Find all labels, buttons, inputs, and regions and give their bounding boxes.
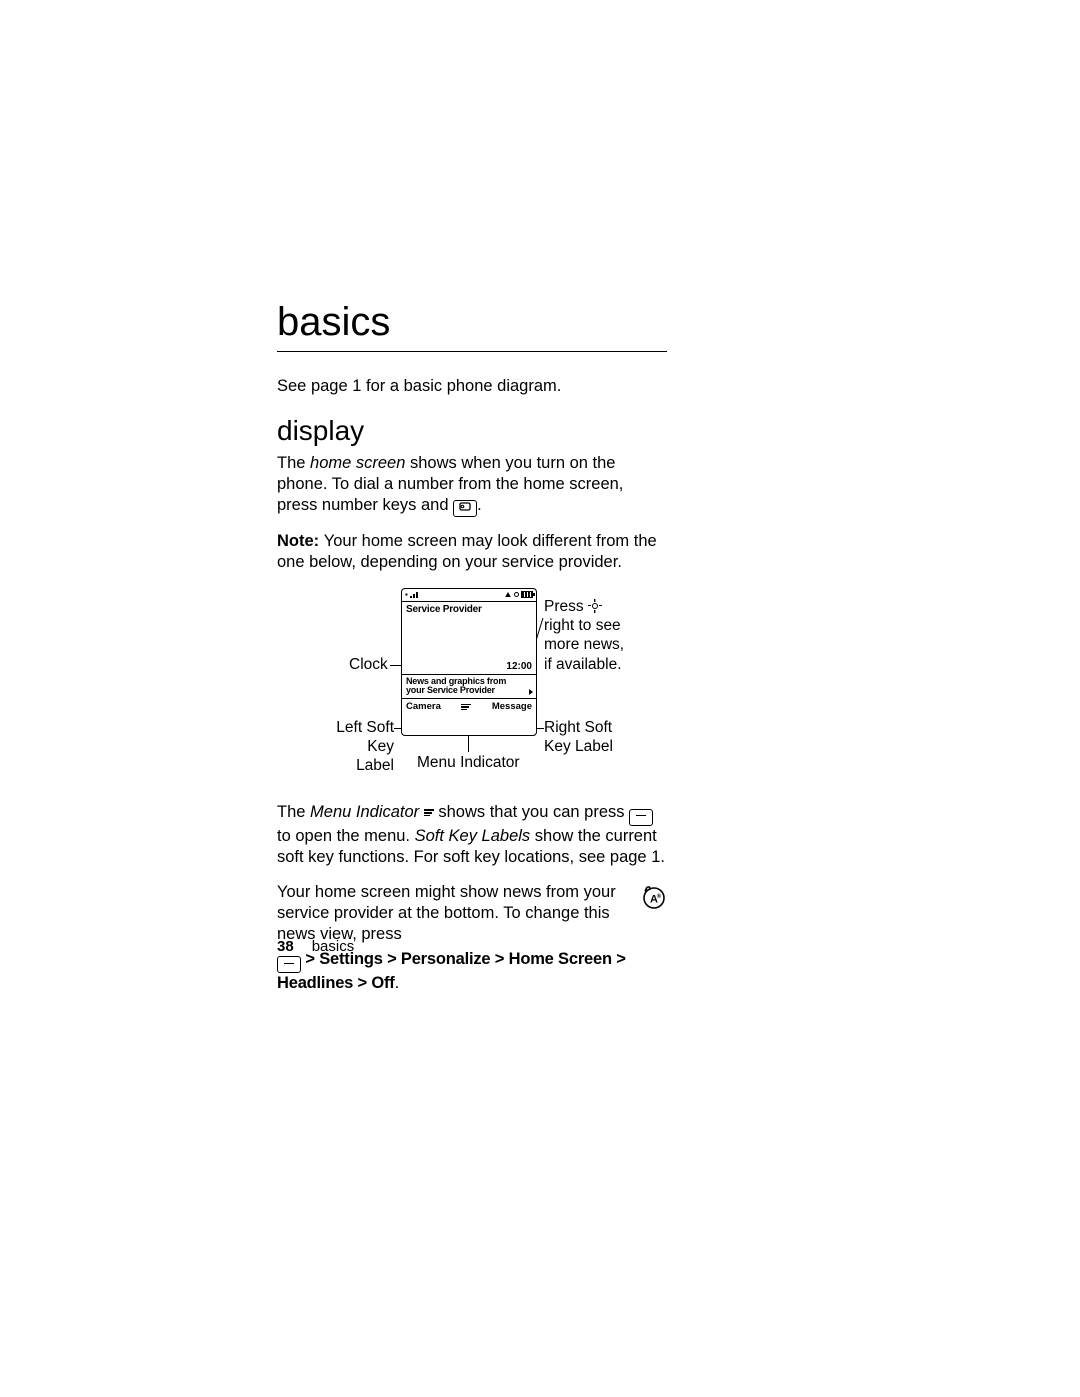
text: Your home screen might show news from yo… — [277, 883, 616, 943]
home-screen-term: home screen — [310, 454, 405, 472]
news-ticker: News and graphics from your Service Prov… — [402, 674, 536, 699]
status-bar: ▪ — [402, 589, 536, 602]
text: Your home screen may look different from… — [277, 532, 657, 571]
text: The — [277, 454, 310, 472]
signal-icon — [410, 591, 418, 598]
section-heading: display — [277, 415, 667, 447]
menu-glyph-icon — [424, 808, 434, 817]
home-screen-paragraph: The home screen shows when you turn on t… — [277, 453, 667, 517]
content-column: basics See page 1 for a basic phone diag… — [277, 300, 667, 1008]
page: basics See page 1 for a basic phone diag… — [0, 0, 1080, 1397]
text: if available. — [544, 656, 622, 673]
right-softkey-callout: Right Soft Key Label — [544, 718, 613, 757]
clock-callout: Clock — [349, 655, 388, 674]
phone-diagram: Clock Left Soft Key Label Press right to… — [277, 588, 667, 788]
battery-icon — [521, 591, 533, 598]
text: Press — [544, 598, 588, 615]
left-softkey-callout: Left Soft Key Label — [329, 718, 394, 776]
phone-screen: ▪ Service Provider 12:00 News and graphi… — [401, 588, 537, 736]
menu-indicator-paragraph: The Menu Indicator shows that you can pr… — [277, 802, 667, 868]
indicator-icon — [514, 592, 519, 597]
softkey-bar: Camera Message — [402, 698, 536, 714]
nav-key-icon — [588, 599, 602, 613]
intro-paragraph: See page 1 for a basic phone diagram. — [277, 376, 667, 397]
roam-icon — [505, 592, 511, 597]
text: Key Label — [356, 738, 394, 774]
clock-value: 12:00 — [506, 661, 532, 672]
text: Right Soft — [544, 719, 612, 736]
text: Left Soft — [336, 719, 394, 736]
text: shows that you can press — [434, 803, 629, 821]
right-softkey-label: Message — [492, 701, 532, 712]
soft-key-labels-term: Soft Key Labels — [415, 827, 531, 845]
menu-key-icon — [277, 956, 301, 973]
text: The — [277, 803, 310, 821]
page-footer: 38 basics — [277, 938, 354, 955]
arrow-right-icon — [529, 689, 533, 695]
status-right-icons — [504, 591, 533, 598]
svg-text:®: ® — [657, 893, 662, 900]
text: Key Label — [544, 738, 613, 755]
send-key-icon — [453, 500, 477, 517]
menu-key-icon — [629, 809, 653, 826]
title-rule — [277, 351, 667, 352]
status-left-icons: ▪ — [405, 590, 418, 599]
menu-indicator-leader — [468, 736, 469, 752]
text: to open the menu. — [277, 827, 415, 845]
note-paragraph: Note: Your home screen may look differen… — [277, 531, 667, 573]
navigation-path: > Settings > Personalize > Home Screen >… — [277, 950, 626, 992]
press-nav-callout: Press right to see more news, if availab… — [544, 597, 654, 675]
clock-display: 12:00 — [402, 661, 536, 674]
news-view-paragraph: A ® Your home screen might show news fro… — [277, 882, 667, 945]
signal-type-icon: ▪ — [405, 590, 408, 599]
text: right to see — [544, 617, 621, 634]
menu-indicator-icon — [461, 703, 471, 712]
footer-section-label: basics — [312, 938, 355, 955]
page-number: 38 — [277, 938, 294, 955]
menu-indicator-term: Menu Indicator — [310, 803, 424, 821]
text: News and graphics from — [406, 676, 506, 686]
service-provider-label: Service Provider — [402, 602, 536, 615]
text: more news, — [544, 636, 624, 653]
nav-path-paragraph: > Settings > Personalize > Home Screen >… — [277, 949, 667, 994]
menu-indicator-callout: Menu Indicator — [417, 753, 520, 772]
text: your Service Provider — [406, 685, 495, 695]
accessibility-icon: A ® — [641, 884, 667, 916]
left-softkey-label: Camera — [406, 701, 441, 712]
note-label: Note: — [277, 532, 324, 550]
page-title: basics — [277, 300, 667, 345]
